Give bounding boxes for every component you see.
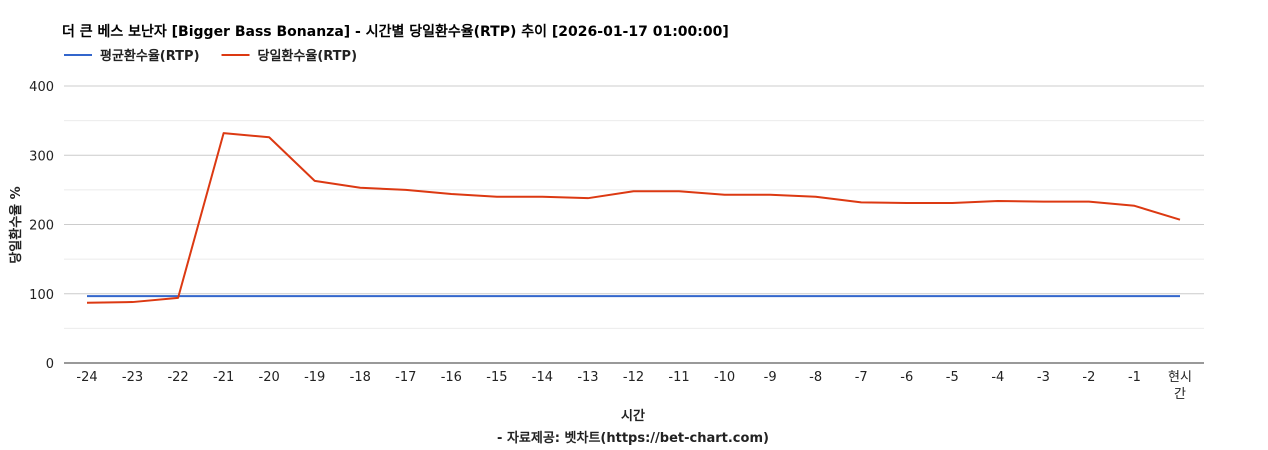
grid-lines — [64, 85, 1204, 364]
y-axis-title: 당일환수율 % — [8, 186, 24, 263]
x-tick-label: -5 — [946, 370, 959, 385]
x-tick-label: -16 — [441, 370, 462, 385]
x-tick-label: -18 — [350, 370, 371, 385]
legend-label: 평균환수율(RTP) — [100, 48, 200, 64]
y-axis-ticks: 0 100 200 300 400 — [29, 80, 54, 372]
x-tick-label: -8 — [809, 370, 822, 385]
x-tick-label: -21 — [213, 370, 234, 385]
x-tick-label: -3 — [1037, 370, 1050, 385]
y-tick-label: 100 — [29, 288, 54, 303]
series-lines — [86, 132, 1181, 304]
x-axis-ticks: -24 -23 -22 -21 -20 -19 -18 -17 -16 -15 -14 -13 -12 -… — [76, 370, 1192, 402]
x-tick-label: -22 — [167, 370, 188, 385]
x-tick-label: -23 — [122, 370, 143, 385]
x-tick-label: -17 — [395, 370, 416, 385]
x-axis-title: 시간 — [621, 408, 645, 424]
x-tick-label: -24 — [76, 370, 97, 385]
x-tick-label: -4 — [991, 370, 1004, 385]
x-tick-label: -6 — [900, 370, 913, 385]
x-tick-label: -19 — [304, 370, 325, 385]
series-line-daily-rtp — [86, 132, 1181, 304]
x-tick-label: -13 — [577, 370, 598, 385]
y-tick-label: 0 — [46, 357, 54, 372]
x-tick-label: -12 — [623, 370, 644, 385]
x-tick-label: -7 — [855, 370, 868, 385]
x-tick-label: 현시 간 — [1168, 370, 1192, 402]
chart-title: 더 큰 베스 보난자 [Bigger Bass Bonanza] - 시간별 당… — [62, 23, 729, 40]
y-tick-label: 200 — [29, 219, 54, 234]
x-tick-label: -14 — [532, 370, 553, 385]
x-tick-label: -15 — [486, 370, 507, 385]
y-tick-label: 400 — [29, 80, 54, 95]
data-source-caption: - 자료제공: 벳차트(https://bet-chart.com) — [497, 430, 769, 446]
x-tick-label: -20 — [259, 370, 280, 385]
x-tick-label: -2 — [1082, 370, 1095, 385]
x-tick-label: -9 — [764, 370, 777, 385]
legend: 평균환수율(RTP) 당일환수율(RTP) — [64, 48, 357, 64]
y-tick-label: 300 — [29, 149, 54, 164]
x-tick-label: -1 — [1128, 370, 1141, 385]
x-tick-label: -10 — [714, 370, 735, 385]
x-tick-label: -11 — [668, 370, 689, 385]
legend-label: 당일환수율(RTP) — [258, 48, 358, 64]
